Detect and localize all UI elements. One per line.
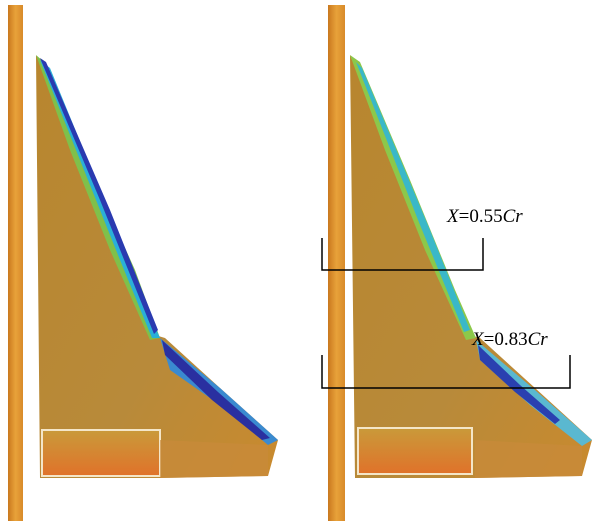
label-unit: Cr [503,206,524,227]
section-label: X=0.83Cr [471,329,548,350]
flap-outer [160,440,268,478]
flap [358,428,472,474]
left-panel [8,5,278,521]
fuselage [328,5,345,521]
right-panel [328,5,592,521]
flap-outer [475,440,582,478]
label-unit: Cr [528,329,549,350]
label-value: =0.83 [484,329,528,350]
flap [42,430,160,476]
fuselage [8,5,23,521]
label-value: =0.55 [459,206,503,227]
figure: X=0.55Cr X=0.83Cr [0,0,606,521]
section-label: X=0.55Cr [446,206,523,227]
